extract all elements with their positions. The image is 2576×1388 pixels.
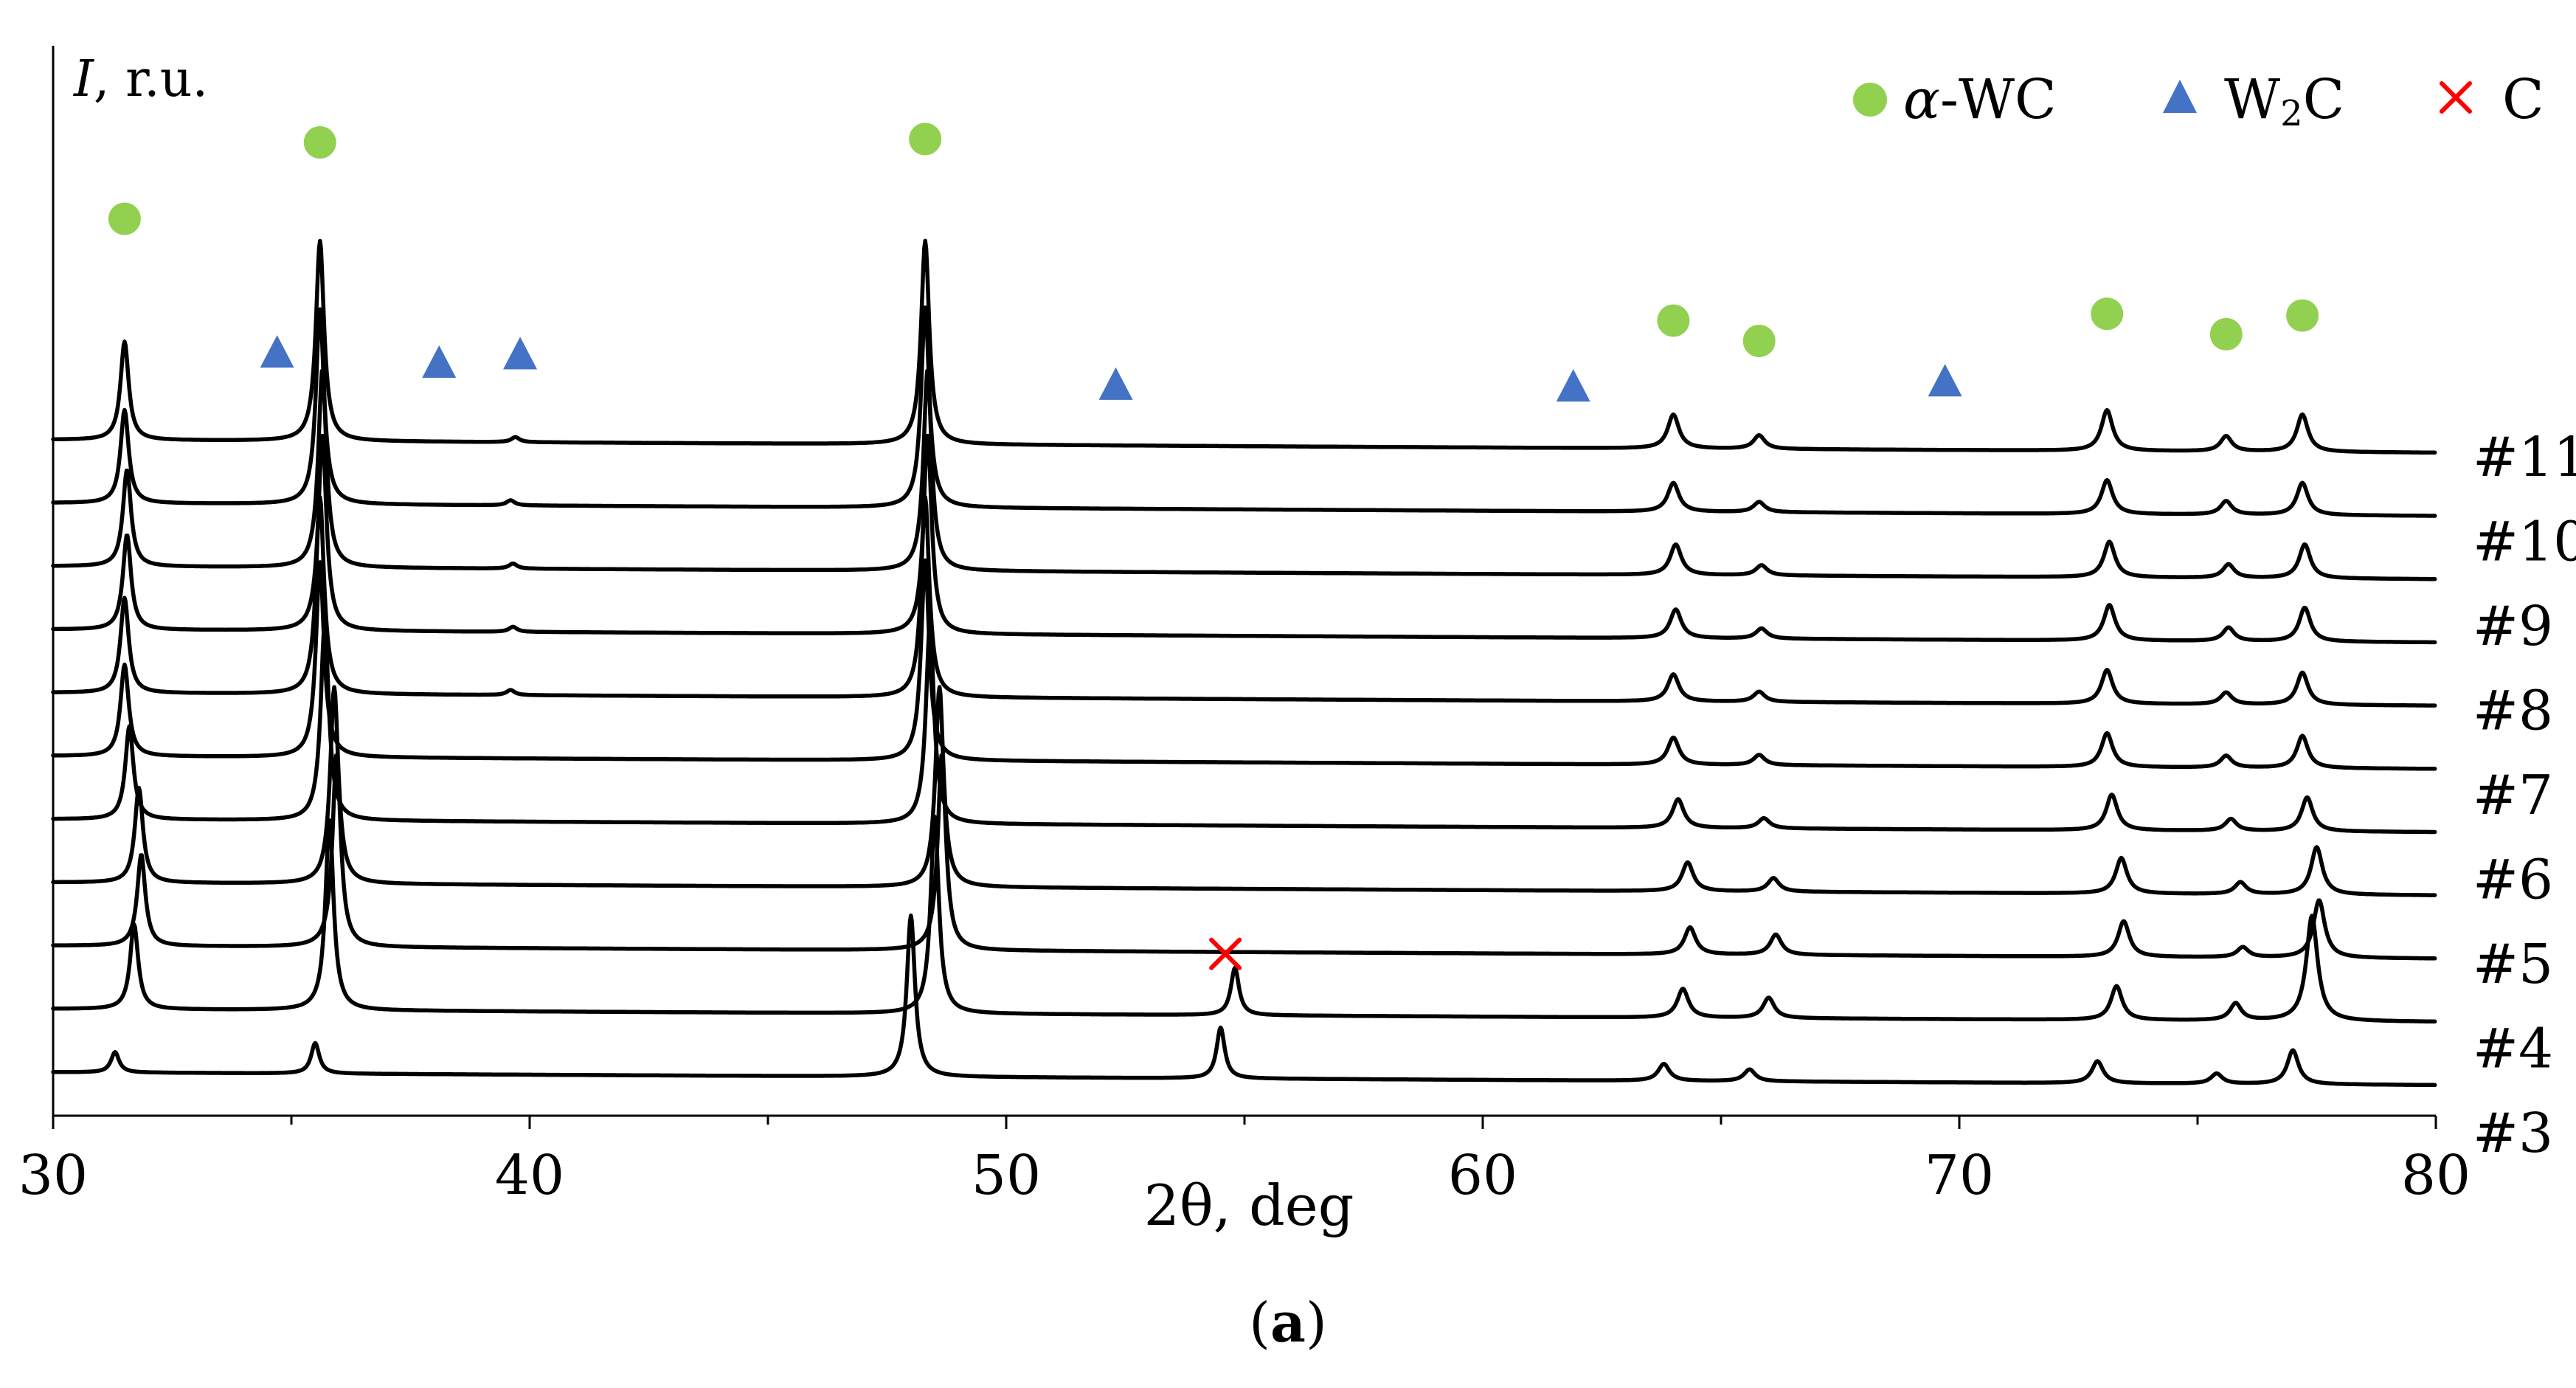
x-tick-label: 60 bbox=[1448, 1144, 1517, 1207]
series-trace bbox=[51, 753, 2437, 961]
series-trace bbox=[51, 914, 2437, 1088]
wc-peak-marker bbox=[108, 202, 141, 235]
wc-peak-marker bbox=[1742, 325, 1776, 358]
series-label: #10 bbox=[2473, 511, 2576, 574]
legend-wc-circle-icon bbox=[1853, 83, 1887, 117]
series-trace bbox=[51, 815, 2437, 1024]
wc-peak-marker bbox=[2286, 299, 2319, 332]
series-trace bbox=[51, 238, 2437, 455]
series-label: #6 bbox=[2473, 849, 2553, 912]
w2c-peak-marker bbox=[1098, 367, 1133, 400]
series-trace bbox=[51, 433, 2437, 645]
series-labels: #11 #10 #9 #8 #7 #6 #5 #4 #3 bbox=[2473, 426, 2576, 1165]
x-tick-label: 70 bbox=[1925, 1144, 1994, 1207]
legend: α-WC W2C C bbox=[1853, 68, 2544, 134]
w2c-peak-marker bbox=[503, 336, 538, 370]
series-label: #5 bbox=[2473, 933, 2553, 996]
x-tick-label: 30 bbox=[18, 1144, 88, 1207]
series-label: #4 bbox=[2473, 1018, 2553, 1081]
wc-peak-marker bbox=[303, 126, 336, 159]
w2c-peak-marker bbox=[422, 345, 457, 378]
c-peak-marker bbox=[1209, 937, 1242, 970]
legend-c-cross-icon bbox=[2440, 81, 2472, 114]
series-label: #9 bbox=[2473, 595, 2553, 658]
wc-peak-marker bbox=[909, 122, 942, 156]
wc-peak-marker bbox=[2091, 297, 2124, 331]
wc-peak-marker bbox=[2209, 317, 2243, 351]
x-tick-label: 40 bbox=[495, 1144, 564, 1207]
panel-label: (a) bbox=[1249, 1291, 1327, 1355]
legend-wc-label: α-WC bbox=[1903, 68, 2057, 131]
w2c-peak-marker bbox=[1928, 364, 1962, 397]
legend-c-label: C bbox=[2502, 68, 2544, 131]
y-axis-label: I, r.u. bbox=[72, 50, 208, 108]
series-label: #3 bbox=[2473, 1102, 2553, 1165]
phase-markers bbox=[108, 122, 2319, 970]
series-label: #8 bbox=[2473, 680, 2553, 743]
legend-w2c-label: W2C bbox=[2224, 68, 2344, 134]
series-label: #7 bbox=[2473, 764, 2553, 827]
series-trace bbox=[51, 495, 2437, 708]
series-trace bbox=[51, 368, 2437, 581]
wc-peak-marker bbox=[1657, 304, 1690, 337]
series-trace bbox=[51, 305, 2437, 518]
series-trace bbox=[51, 558, 2437, 771]
legend-w2c-triangle-icon bbox=[2163, 80, 2197, 113]
x-tick-label: 80 bbox=[2401, 1144, 2471, 1207]
series-trace bbox=[51, 621, 2437, 835]
w2c-peak-marker bbox=[260, 335, 294, 368]
x-axis-label: 2θ, deg bbox=[1144, 1173, 1354, 1238]
series-trace bbox=[51, 685, 2437, 897]
x-axis-ticks: 30 40 50 60 70 80 bbox=[18, 1116, 2471, 1207]
diffraction-traces bbox=[51, 238, 2437, 1088]
x-tick-label: 50 bbox=[972, 1144, 1041, 1207]
series-label: #11 bbox=[2473, 426, 2576, 489]
w2c-peak-marker bbox=[1556, 369, 1590, 402]
